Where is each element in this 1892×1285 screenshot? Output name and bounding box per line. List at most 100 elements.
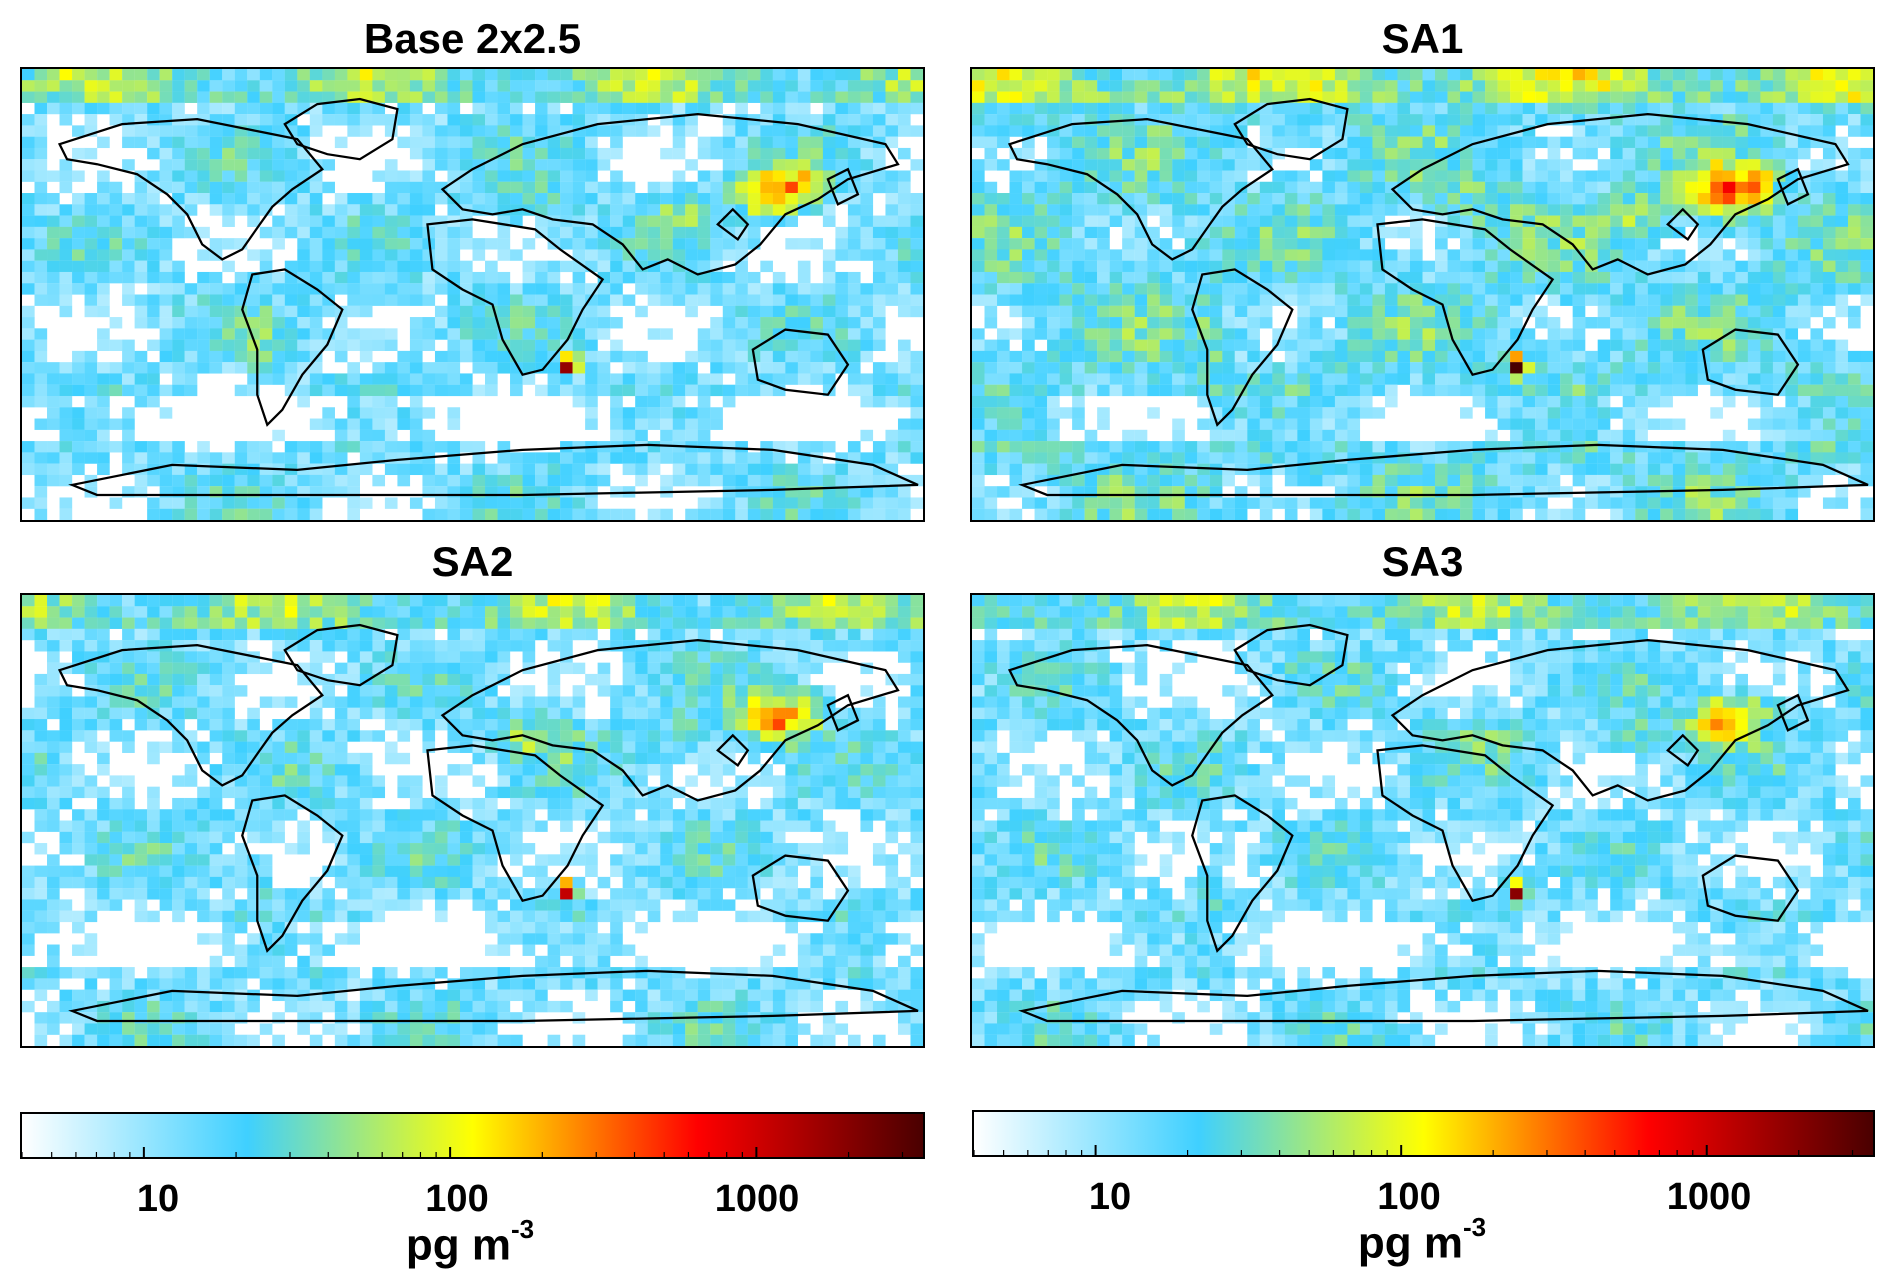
concentration-cell	[1710, 215, 1723, 227]
concentration-cell	[109, 215, 123, 227]
concentration-cell	[622, 271, 636, 284]
concentration-cell	[1059, 260, 1073, 273]
concentration-cell	[860, 497, 874, 509]
concentration-cell	[284, 441, 298, 453]
concentration-cell	[1422, 373, 1436, 385]
concentration-cell	[585, 69, 598, 81]
concentration-cell	[1072, 193, 1085, 205]
concentration-cell	[1184, 260, 1198, 273]
concentration-cell	[772, 305, 786, 318]
concentration-cell	[1572, 429, 1586, 442]
concentration-cell	[322, 294, 335, 306]
concentration-cell	[234, 102, 248, 115]
concentration-cell	[872, 362, 886, 374]
concentration-cell	[485, 339, 498, 352]
concentration-cell	[1510, 260, 1523, 273]
concentration-cell	[209, 474, 223, 487]
concentration-cell	[1485, 238, 1498, 250]
concentration-cell	[535, 362, 548, 374]
concentration-cell	[372, 226, 386, 239]
concentration-cell	[1710, 373, 1723, 385]
concentration-cell	[1059, 69, 1073, 81]
concentration-cell	[84, 249, 98, 261]
concentration-cell	[1147, 102, 1160, 115]
concentration-cell	[109, 80, 123, 92]
concentration-cell	[1797, 226, 1811, 239]
concentration-cell	[397, 595, 411, 607]
concentration-cell	[1622, 91, 1636, 103]
concentration-cell	[1359, 159, 1373, 171]
concentration-cell	[34, 260, 48, 273]
concentration-cell	[1347, 193, 1361, 205]
concentration-cell	[422, 260, 436, 273]
concentration-cell	[134, 226, 148, 239]
concentration-cell	[1234, 80, 1248, 92]
concentration-cell	[647, 373, 661, 385]
concentration-cell	[409, 125, 423, 137]
concentration-cell	[672, 80, 686, 92]
concentration-cell	[747, 238, 761, 250]
concentration-cell	[347, 69, 361, 81]
concentration-cell	[1272, 181, 1285, 194]
concentration-cell	[1485, 384, 1498, 397]
concentration-cell	[1560, 238, 1573, 250]
concentration-cell	[1022, 69, 1035, 81]
concentration-cell	[972, 429, 985, 442]
concentration-cell	[1522, 339, 1536, 352]
concentration-cell	[1059, 441, 1073, 453]
concentration-cell	[1134, 474, 1148, 487]
concentration-cell	[447, 595, 461, 607]
concentration-cell	[1585, 80, 1598, 92]
concentration-cell	[1034, 193, 1048, 205]
concentration-cell	[1485, 193, 1498, 205]
concentration-cell	[1297, 204, 1311, 216]
concentration-cell	[835, 452, 849, 464]
concentration-cell	[1722, 226, 1736, 239]
concentration-cell	[284, 373, 298, 385]
concentration-cell	[760, 328, 773, 340]
concentration-cell	[272, 362, 285, 374]
concentration-cell	[59, 508, 73, 520]
concentration-cell	[1347, 508, 1361, 520]
concentration-cell	[159, 407, 173, 419]
concentration-cell	[234, 452, 248, 464]
concentration-cell	[1322, 271, 1336, 284]
concentration-cell	[1497, 271, 1511, 284]
concentration-cell	[747, 226, 761, 239]
concentration-cell	[860, 238, 874, 250]
concentration-cell	[259, 181, 273, 194]
concentration-cell	[760, 497, 773, 509]
concentration-cell	[134, 362, 148, 374]
concentration-cell	[159, 508, 173, 520]
concentration-cell	[1422, 452, 1436, 464]
concentration-cell	[622, 429, 636, 442]
concentration-cell	[134, 384, 148, 397]
concentration-cell	[1460, 147, 1473, 160]
concentration-cell	[585, 159, 598, 171]
concentration-cell	[1435, 80, 1448, 92]
concentration-cell	[1259, 441, 1273, 453]
concentration-cell	[309, 91, 323, 103]
concentration-cell	[1247, 418, 1260, 430]
concentration-cell	[1547, 80, 1561, 92]
concentration-cell	[760, 508, 773, 520]
concentration-cell	[1735, 362, 1748, 374]
concentration-cell	[485, 294, 498, 306]
concentration-cell	[1147, 260, 1160, 273]
concentration-cell	[1222, 80, 1235, 92]
concentration-cell	[1747, 69, 1761, 81]
concentration-cell	[1635, 204, 1648, 216]
concentration-cell	[497, 249, 511, 261]
concentration-cell	[997, 294, 1010, 306]
concentration-cell	[197, 91, 210, 103]
concentration-cell	[72, 193, 85, 205]
concentration-cell	[1660, 125, 1673, 137]
concentration-cell	[1159, 238, 1173, 250]
concentration-cell	[1622, 102, 1636, 115]
concentration-cell	[1147, 474, 1160, 487]
concentration-cell	[397, 260, 411, 273]
concentration-cell	[1710, 384, 1723, 397]
concentration-cell	[485, 80, 498, 92]
concentration-cell	[1247, 429, 1260, 442]
concentration-cell	[847, 249, 861, 261]
